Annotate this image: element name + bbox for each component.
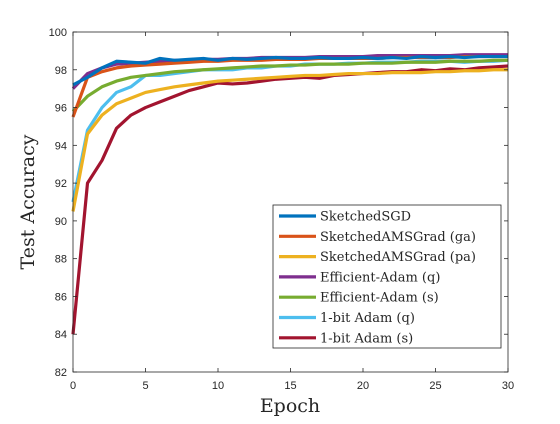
x-tick-label: 0: [70, 380, 76, 392]
legend-label-2: SketchedAMSGrad (ga): [320, 230, 476, 245]
y-tick-label: 94: [55, 140, 67, 152]
legend-label-4: Efficient-Adam (q): [320, 270, 440, 285]
y-tick-label: 96: [55, 103, 67, 115]
series-line-1: [72, 54, 508, 87]
series-line-3: [71, 68, 508, 212]
x-tick-label: 5: [142, 380, 148, 392]
legend-label-1: SketchedSGD: [320, 210, 411, 225]
series-line-5: [71, 58, 508, 113]
legend-label-6: 1-bit Adam (q): [320, 311, 415, 326]
x-axis-label: Epoch: [260, 395, 320, 417]
y-tick-label: 90: [55, 216, 67, 228]
series-layer: [71, 53, 509, 335]
y-tick-label: 86: [55, 291, 67, 303]
legend-label-5: Efficient-Adam (s): [320, 291, 439, 306]
x-tick-label: 15: [284, 380, 296, 392]
x-tick-label: 10: [212, 380, 224, 392]
legend: SketchedSGD SketchedAMSGrad (ga) SketchedA…: [272, 204, 502, 349]
y-axis-label: Test Accuracy: [17, 134, 39, 269]
x-tick-label: 20: [357, 380, 369, 392]
y-tick-label: 82: [55, 367, 67, 379]
y-tick-label: 88: [55, 254, 67, 266]
y-tick-label: 98: [55, 65, 67, 77]
legend-label-7: 1-bit Adam (s): [320, 331, 413, 346]
y-tick-label: 100: [49, 27, 67, 39]
y-tick-label: 92: [55, 178, 67, 190]
x-tick-label: 30: [502, 380, 514, 392]
y-tick-label: 84: [55, 329, 67, 341]
y-axis-ticks: 82 84 86 88 90 92 94 96 98 100: [49, 27, 508, 379]
x-axis-ticks: 0 5 10 15 20 25 30: [70, 32, 514, 392]
legend-label-3: SketchedAMSGrad (pa): [320, 250, 476, 265]
x-tick-label: 25: [429, 380, 441, 392]
